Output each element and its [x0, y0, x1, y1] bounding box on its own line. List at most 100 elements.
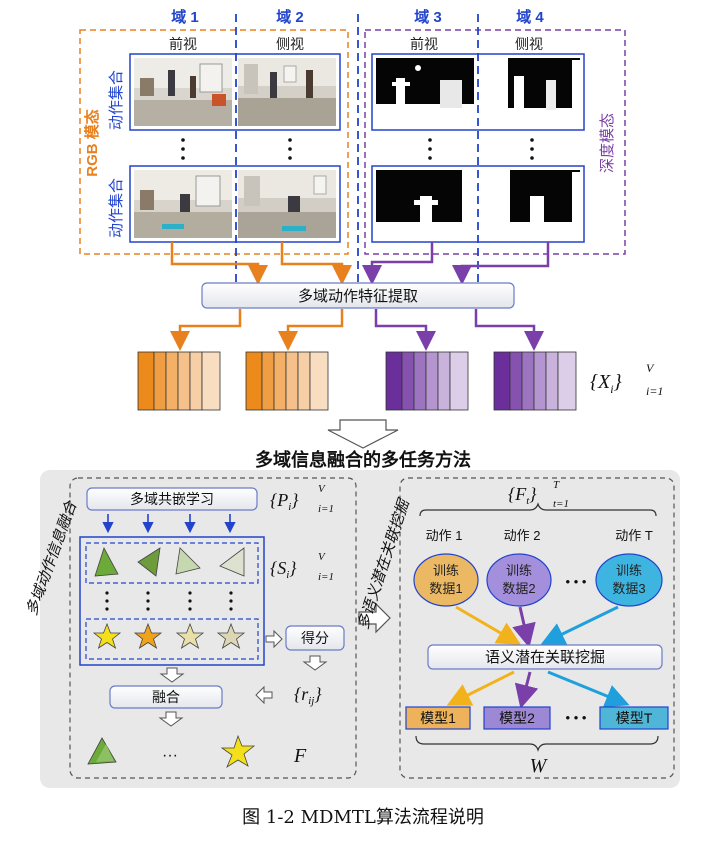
- figure-caption: 图 1-2 MDMTL算法流程说明: [242, 807, 484, 828]
- training-ellipse-1: [413, 553, 479, 607]
- F-symbol: F: [293, 745, 307, 767]
- training-3-line2: 数据3: [612, 581, 645, 596]
- arrow-d1-out: [170, 309, 242, 351]
- rgb-row-frame-top: [129, 53, 341, 131]
- r-to-fusion-arrow: [255, 685, 273, 705]
- star-glyph-2: [133, 622, 163, 649]
- star-glyph-4: [216, 622, 246, 649]
- fusion-label: 融合: [152, 689, 180, 705]
- feature-bar-d4: [493, 351, 577, 411]
- training-ellipse-3: [595, 553, 663, 607]
- score-down-arrow: [302, 655, 328, 671]
- svg-text:i=1: i=1: [646, 384, 663, 398]
- view-label-4: 侧视: [515, 36, 543, 52]
- arrow-d2-out: [278, 309, 344, 351]
- training-ellipsis: • • •: [566, 574, 587, 589]
- feature-bar-d1: [137, 351, 221, 411]
- method-title: 多域信息融合的多任务方法: [255, 449, 471, 470]
- semantic-mining-label: 语义潜在关联挖掘: [485, 649, 605, 666]
- result-ellipsis: ···: [162, 747, 178, 764]
- rgb-row-frame-bottom: [129, 165, 341, 243]
- feature-bar-d3: [385, 351, 469, 411]
- feature-bar-d2: [245, 351, 329, 411]
- svg-text:V: V: [646, 361, 655, 375]
- depth-frame-d4-bottom: [480, 170, 580, 238]
- view-label-2: 侧视: [276, 36, 304, 52]
- triangle-glyph-4: [219, 547, 245, 577]
- rgb-modality-label: RGB 模态: [83, 109, 101, 177]
- star-glyph-3: [175, 622, 205, 649]
- depth-frame-d4-top: [480, 58, 580, 126]
- model-1-label: 模型1: [420, 710, 456, 726]
- right-panel-frame: [399, 477, 675, 779]
- w-brace: [415, 735, 659, 752]
- method-panel-bg: [40, 470, 680, 788]
- panel-connector-arrow: [358, 602, 391, 634]
- svg-text:{Pi}: {Pi}: [270, 490, 299, 513]
- result-triangle-glyph-shade: [96, 744, 114, 762]
- s-set-notation: {Si} V i=1: [270, 551, 334, 583]
- arrow-d2-in: [280, 242, 352, 285]
- arrow-d1-in: [170, 242, 268, 285]
- training-1-line2: 数据1: [429, 581, 462, 596]
- svg-text:i=1: i=1: [318, 503, 334, 515]
- embedding-arrows: [102, 514, 236, 534]
- fusion-box: [109, 685, 223, 709]
- model-box-T: [599, 706, 669, 730]
- action-set-label-top: 动作集合: [108, 70, 125, 130]
- fusion-down-arrow: [158, 711, 184, 727]
- triangle-glyph-1: [94, 546, 119, 577]
- model-ellipsis: • • •: [566, 710, 587, 725]
- s-row-top: [85, 542, 259, 584]
- domain-3-label: 域 3: [414, 8, 442, 26]
- f-set-brace: [419, 502, 657, 517]
- star-glyph-1: [92, 622, 122, 649]
- training-3-line1: 训练: [616, 563, 642, 578]
- arrow-d3-out: [374, 309, 436, 351]
- arrow-train1-to-semantic: [455, 605, 522, 646]
- score-label: 得分: [301, 630, 329, 646]
- hollow-down-arrow: [327, 419, 399, 449]
- model-2-label: 模型2: [499, 710, 535, 726]
- model-box-1: [405, 706, 471, 730]
- features-set-notation: {Xi} V i=1: [590, 361, 663, 398]
- score-box: [285, 625, 345, 651]
- rgb-frame-d2-top: [238, 58, 336, 126]
- training-2-line2: 数据2: [502, 581, 535, 596]
- depth-frame-d3-top: [376, 58, 474, 126]
- s-set-container: [79, 536, 265, 666]
- rgb-frame-d1-bottom: [134, 170, 232, 238]
- domain-4-label: 域 4: [516, 8, 544, 26]
- svg-text:{Xi}: {Xi}: [590, 371, 622, 396]
- result-star-glyph: [220, 734, 256, 769]
- feature-extraction-box: [201, 282, 515, 309]
- model-box-2: [483, 706, 551, 730]
- view-label-1: 前视: [169, 36, 197, 52]
- s-row-bottom: [85, 618, 259, 660]
- frame-ellipsis-dots: [181, 138, 534, 160]
- action-label-1: 动作 1: [426, 528, 463, 543]
- action-set-label-bottom: 动作集合: [108, 178, 125, 238]
- svg-text:T: T: [553, 479, 560, 491]
- feature-extraction-label: 多域动作特征提取: [298, 288, 418, 305]
- model-T-label: 模型T: [616, 710, 653, 726]
- p-set-notation: {Pi} V i=1: [270, 483, 334, 515]
- arrow-d3-in: [362, 242, 434, 285]
- s-ellipsis-dots: [105, 591, 233, 611]
- left-panel-frame: [69, 477, 357, 779]
- triangle-glyph-3: [175, 547, 201, 575]
- svg-text:{Ft}: {Ft}: [508, 484, 537, 507]
- arrow-d4-out: [474, 309, 544, 351]
- shared-embedding-box: [86, 487, 258, 511]
- svg-text:{Si}: {Si}: [270, 558, 297, 581]
- arrow-semantic-to-model1: [446, 670, 515, 706]
- arrow-train3-to-semantic: [540, 605, 619, 645]
- svg-text:V: V: [318, 551, 326, 563]
- training-ellipse-2: [486, 553, 552, 607]
- domain-2-label: 域 2: [276, 8, 304, 26]
- arrow-d4-in: [452, 242, 550, 285]
- training-2-line1: 训练: [506, 563, 532, 578]
- rgb-modality-frame: [79, 29, 349, 255]
- domain-1-label: 域 1: [171, 8, 199, 26]
